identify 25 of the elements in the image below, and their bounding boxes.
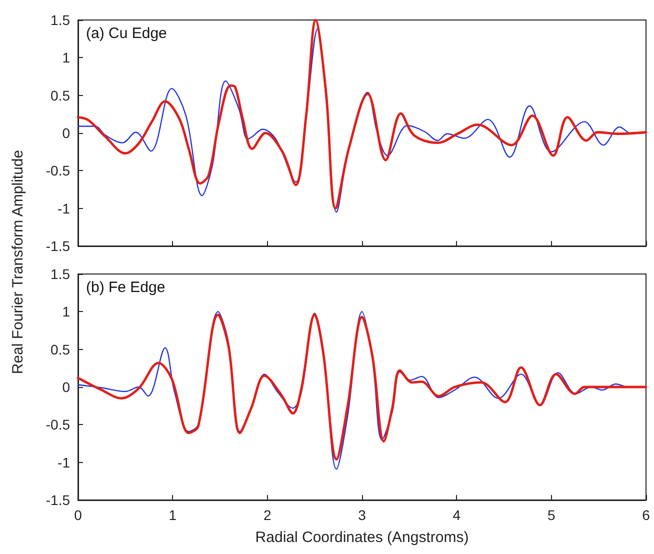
x-tick-label: 2 — [263, 507, 272, 523]
x-tick-label: 6 — [642, 507, 650, 523]
y-tick-label: -0.5 — [46, 416, 70, 433]
y-tick-label: -0.5 — [46, 162, 70, 179]
y-tick-label: -1.5 — [46, 238, 70, 254]
y-tick-label: 0 — [62, 125, 70, 141]
y-tick-label: 1.5 — [50, 12, 70, 28]
x-tick-label: 1 — [168, 507, 177, 523]
y-tick-label: 0.5 — [50, 341, 70, 358]
y-axis-title: Real Fourier Transform Amplitude — [10, 150, 26, 374]
y-tick-label: -1.5 — [46, 492, 70, 508]
y-tick-label: -1 — [58, 200, 70, 216]
x-tick-label: 5 — [547, 507, 556, 523]
x-axis-title: Radial Coordinates (Angstroms) — [255, 529, 469, 546]
y-tick-label: -1 — [58, 454, 70, 470]
y-tick-label: 0 — [62, 379, 70, 395]
x-tick-label: 3 — [358, 507, 366, 523]
annotation: (a) Cu Edge — [86, 25, 167, 42]
x-tick-label: 4 — [452, 507, 461, 523]
y-tick-label: 1.5 — [50, 266, 70, 282]
annotation: (b) Fe Edge — [86, 279, 166, 296]
x-tick-label: 0 — [74, 507, 82, 523]
y-tick-label: 1 — [62, 304, 70, 320]
y-tick-label: 0.5 — [50, 87, 70, 104]
y-tick-label: 1 — [62, 50, 70, 66]
